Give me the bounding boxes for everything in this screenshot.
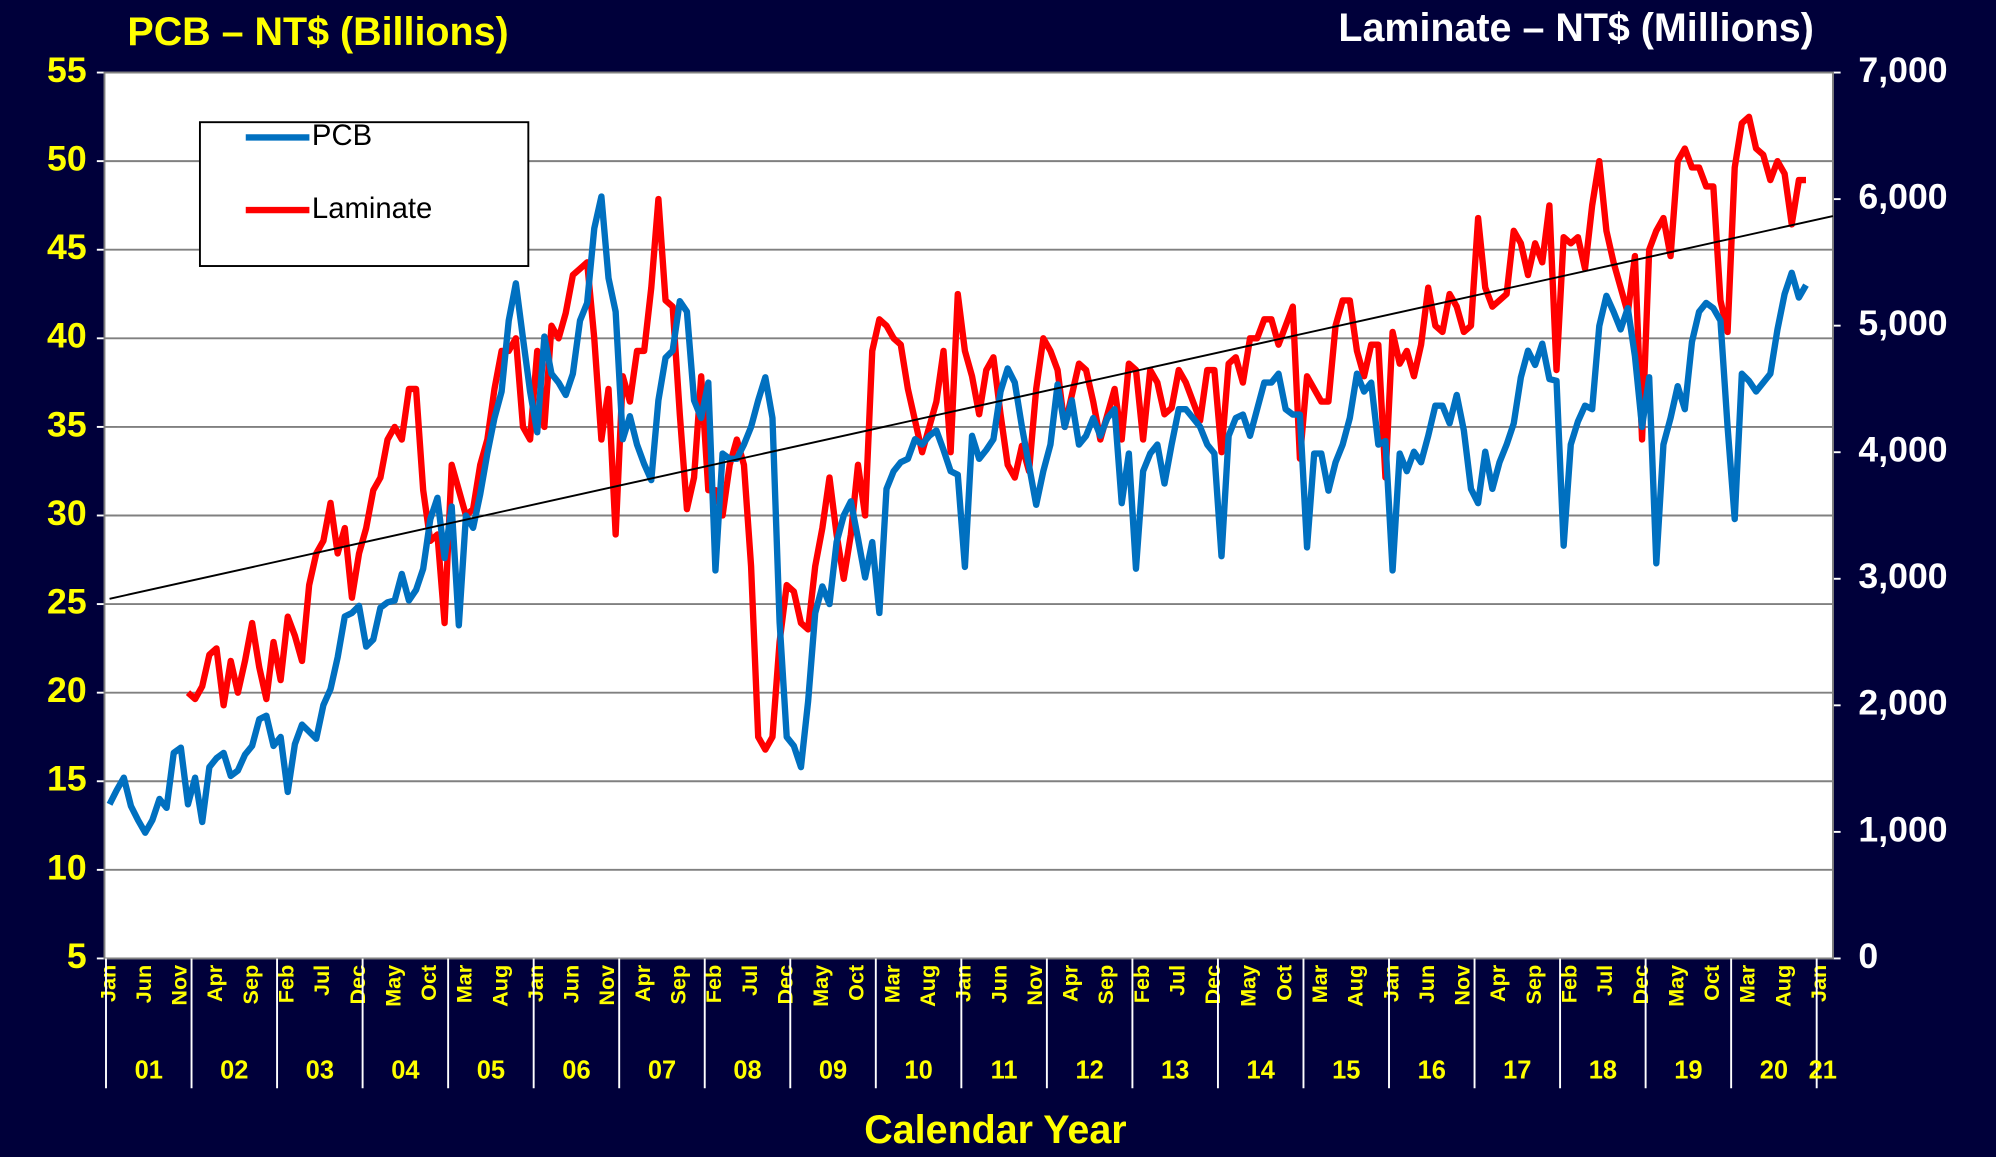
left-axis-title: PCB – NT$ (Billions) (127, 10, 508, 54)
x-tick-label: Mar (1735, 964, 1760, 1003)
y-tick-label: 45 (47, 227, 87, 267)
year-label: 16 (1418, 1056, 1446, 1084)
y-tick-label: 10 (47, 847, 87, 887)
year-label: 14 (1247, 1056, 1276, 1084)
x-tick-label: Dec (1200, 965, 1225, 1005)
x-tick-label: Jun (131, 965, 156, 1003)
y-tick-label: 50 (47, 139, 87, 179)
year-label: 21 (1809, 1056, 1837, 1084)
x-tick-label: Dec (345, 965, 370, 1005)
legend-label: PCB (312, 120, 372, 152)
x-tick-label: Jul (309, 965, 334, 996)
year-label: 09 (819, 1056, 847, 1084)
x-tick-label: Aug (1343, 965, 1368, 1007)
x-tick-label: Nov (167, 965, 192, 1006)
y2-tick-label: 2,000 (1858, 683, 1947, 723)
year-label: 04 (391, 1056, 420, 1084)
x-tick-label: Apr (1485, 964, 1510, 1002)
x-tick-label: Apr (1058, 964, 1083, 1002)
x-tick-label: May (1236, 965, 1261, 1007)
x-tick-label: Sep (1521, 965, 1546, 1005)
x-tick-label: Jun (1414, 965, 1439, 1003)
x-tick-label: Jan (523, 965, 548, 1002)
y-tick-label: 15 (47, 759, 87, 799)
year-label: 15 (1332, 1056, 1360, 1084)
year-label: 17 (1503, 1056, 1531, 1084)
x-tick-label: Jul (1164, 965, 1189, 996)
legend-label: Laminate (312, 193, 432, 225)
x-tick-label: Jun (986, 965, 1011, 1003)
year-label: 10 (904, 1056, 932, 1084)
year-label: 19 (1674, 1056, 1702, 1084)
x-tick-label: Jan (951, 965, 976, 1002)
year-label: 07 (648, 1056, 676, 1084)
x-tick-label: Aug (1770, 965, 1795, 1007)
y2-tick-label: 3,000 (1858, 556, 1947, 596)
y-tick-label: 25 (47, 581, 87, 621)
x-tick-label: Jul (737, 965, 762, 996)
x-tick-label: Oct (1271, 965, 1296, 1001)
y2-tick-label: 1,000 (1858, 809, 1947, 849)
x-tick-label: Mar (1307, 964, 1332, 1003)
x-tick-label: Jan (1378, 965, 1403, 1002)
y2-tick-label: 5,000 (1858, 303, 1947, 343)
x-tick-label: Oct (1699, 965, 1724, 1001)
y2-tick-label: 7,000 (1858, 50, 1947, 90)
y-tick-label: 40 (47, 316, 87, 356)
year-label: 13 (1161, 1056, 1189, 1084)
x-tick-label: Aug (487, 965, 512, 1007)
x-tick-label: Oct (416, 965, 441, 1001)
year-label: 20 (1760, 1056, 1788, 1084)
year-label: 05 (477, 1056, 505, 1084)
right-axis-title: Laminate – NT$ (Millions) (1338, 6, 1814, 50)
x-tick-label: Nov (1022, 965, 1047, 1006)
x-tick-label: Jan (95, 965, 120, 1002)
x-axis-title: Calendar Year (864, 1108, 1126, 1152)
series-line (106, 193, 1809, 836)
x-tick-label: Mar (879, 964, 904, 1003)
year-label: 08 (733, 1056, 761, 1084)
x-tick-label: May (380, 965, 405, 1007)
y2-tick-label: 6,000 (1858, 177, 1947, 217)
year-label: 11 (991, 1056, 1018, 1084)
y-tick-label: 30 (47, 493, 87, 533)
y-tick-label: 5 (67, 936, 87, 976)
legend-box (198, 121, 530, 267)
y-tick-label: 20 (47, 670, 87, 710)
y-tick-label: 55 (47, 50, 87, 90)
year-label: 03 (306, 1056, 334, 1084)
trendline (109, 215, 1834, 600)
x-tick-label: Aug (915, 965, 940, 1007)
year-label: 12 (1075, 1056, 1103, 1084)
x-tick-label: Nov (1450, 965, 1475, 1006)
x-tick-label: Mar (452, 964, 477, 1003)
x-tick-label: May (808, 965, 833, 1007)
x-tick-label: Oct (844, 965, 869, 1001)
y-tick-label: 35 (47, 404, 87, 444)
plot-border (103, 71, 1834, 960)
x-tick-label: Sep (238, 965, 263, 1005)
y2-tick-label: 0 (1858, 936, 1878, 976)
x-tick-label: May (1663, 965, 1688, 1007)
x-tick-label: Dec (772, 965, 797, 1005)
y2-tick-label: 4,000 (1858, 430, 1947, 470)
x-tick-label: Apr (630, 964, 655, 1002)
x-tick-label: Dec (1628, 965, 1653, 1005)
x-tick-label: Jun (559, 965, 584, 1003)
x-tick-label: Apr (202, 964, 227, 1002)
year-label: 01 (135, 1056, 163, 1084)
x-tick-label: Nov (594, 965, 619, 1006)
year-label: 18 (1589, 1056, 1617, 1084)
year-label: 02 (220, 1056, 248, 1084)
x-tick-label: Jan (1806, 965, 1831, 1002)
x-tick-label: Jul (1592, 965, 1617, 996)
x-tick-label: Sep (1093, 965, 1118, 1005)
series-line (185, 113, 1806, 753)
x-tick-label: Sep (666, 965, 691, 1005)
year-label: 06 (562, 1056, 590, 1084)
